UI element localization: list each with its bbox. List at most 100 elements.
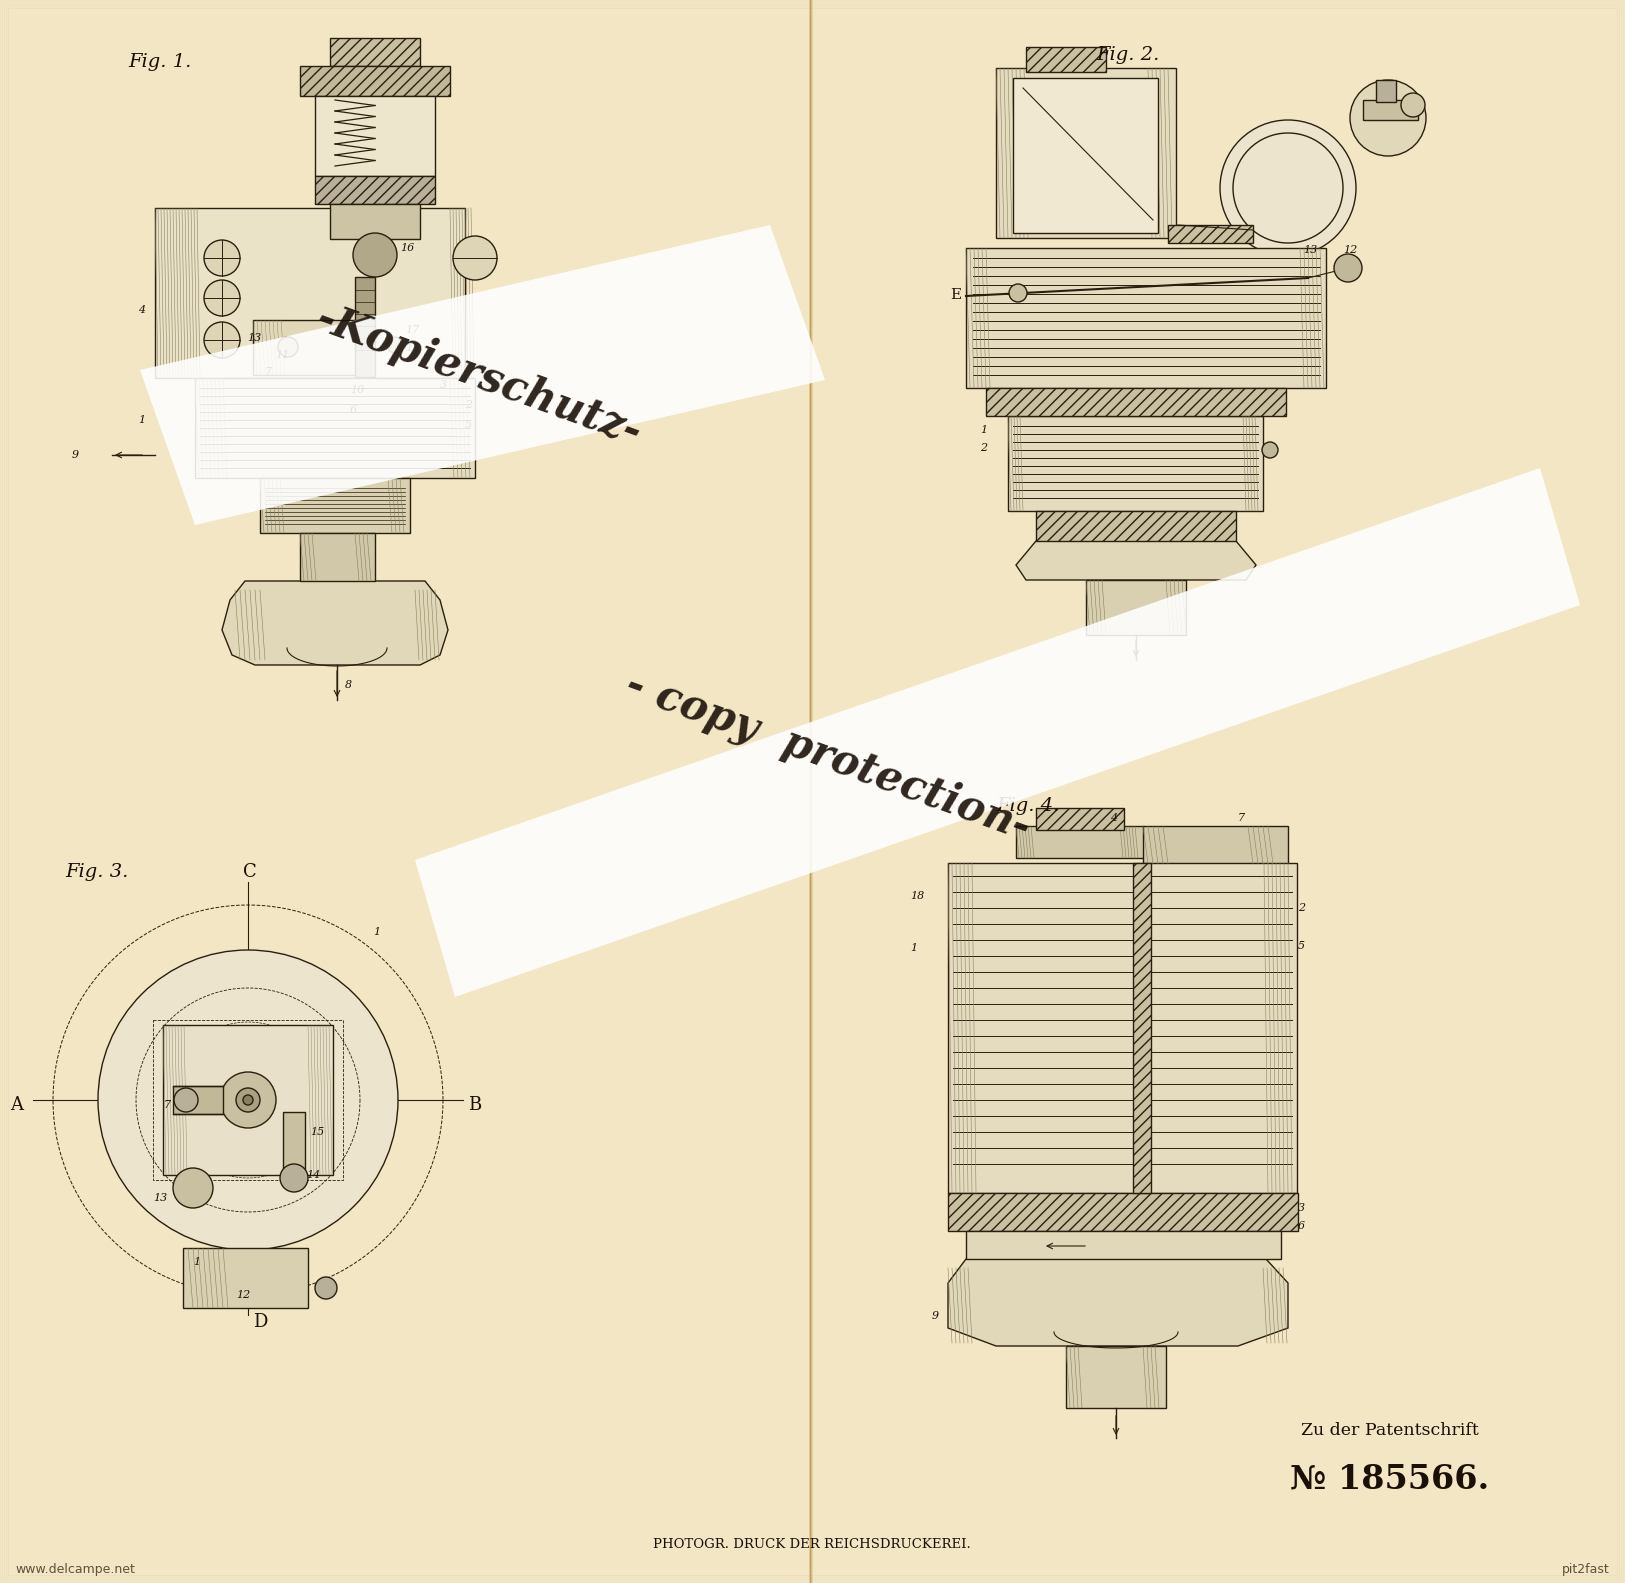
- Text: www.delcampe.net: www.delcampe.net: [15, 1562, 135, 1577]
- Text: 6: 6: [349, 405, 358, 415]
- Circle shape: [1350, 81, 1427, 157]
- Text: 5: 5: [465, 419, 473, 431]
- Circle shape: [1263, 442, 1277, 457]
- Text: 8: 8: [344, 681, 353, 690]
- Bar: [947, 1194, 1298, 1232]
- Circle shape: [1220, 120, 1355, 256]
- Circle shape: [315, 1277, 336, 1300]
- Circle shape: [205, 321, 240, 358]
- Text: 14: 14: [306, 1170, 320, 1179]
- Text: 5: 5: [1298, 940, 1305, 951]
- Text: E: E: [951, 288, 960, 302]
- Polygon shape: [947, 1258, 1289, 1346]
- Text: 2: 2: [980, 443, 986, 453]
- Bar: [947, 863, 1142, 1194]
- Circle shape: [353, 233, 396, 277]
- Bar: [315, 176, 436, 204]
- Bar: [162, 1026, 333, 1175]
- Text: -Kopierschutz-: -Kopierschutz-: [310, 298, 647, 454]
- Text: 1: 1: [138, 415, 145, 424]
- Text: 3: 3: [440, 380, 447, 389]
- Text: D: D: [254, 1312, 268, 1331]
- Circle shape: [205, 241, 240, 275]
- Text: B: B: [468, 1095, 481, 1114]
- Bar: [154, 207, 465, 378]
- Text: 2: 2: [1298, 902, 1305, 913]
- Text: 4: 4: [138, 306, 145, 315]
- Bar: [1133, 863, 1150, 1194]
- Bar: [1016, 826, 1144, 858]
- Text: 7: 7: [265, 367, 271, 377]
- Bar: [354, 277, 375, 377]
- Circle shape: [387, 337, 403, 353]
- Text: Fig. 4.: Fig. 4.: [996, 796, 1060, 815]
- Text: 1: 1: [910, 943, 916, 953]
- Text: 6: 6: [1298, 1220, 1305, 1232]
- Circle shape: [219, 1072, 276, 1129]
- Polygon shape: [1016, 541, 1256, 579]
- Circle shape: [174, 1088, 198, 1111]
- Text: 18: 18: [910, 891, 925, 901]
- Polygon shape: [223, 581, 449, 665]
- Circle shape: [1401, 93, 1425, 117]
- Bar: [301, 533, 375, 581]
- Bar: [301, 66, 450, 97]
- Text: C: C: [244, 863, 257, 882]
- Bar: [986, 388, 1285, 416]
- Bar: [172, 1086, 223, 1114]
- Circle shape: [1334, 253, 1362, 282]
- Text: pit2fast: pit2fast: [1562, 1562, 1610, 1577]
- Text: 9: 9: [933, 1311, 939, 1320]
- Bar: [184, 1247, 309, 1308]
- Bar: [1142, 863, 1297, 1194]
- Bar: [283, 1111, 306, 1170]
- Text: 11: 11: [275, 350, 289, 359]
- Text: 12: 12: [236, 1290, 250, 1300]
- Bar: [1363, 100, 1419, 120]
- Text: 7: 7: [164, 1100, 171, 1110]
- Text: 1: 1: [374, 928, 380, 937]
- Text: 16: 16: [400, 244, 414, 253]
- Bar: [1086, 579, 1186, 635]
- Bar: [1037, 807, 1124, 829]
- Polygon shape: [414, 469, 1580, 997]
- Text: 3: 3: [1298, 1203, 1305, 1213]
- Text: 7: 7: [1238, 814, 1245, 823]
- Bar: [1025, 47, 1107, 71]
- Text: Fig. 2.: Fig. 2.: [1095, 46, 1159, 63]
- Bar: [195, 378, 474, 478]
- Bar: [330, 204, 419, 239]
- Text: № 185566.: № 185566.: [1290, 1463, 1490, 1494]
- Text: 2: 2: [465, 400, 473, 410]
- Text: 12: 12: [1342, 245, 1357, 255]
- Text: PHOTOGR. DRUCK DER REICHSDRUCKEREI.: PHOTOGR. DRUCK DER REICHSDRUCKEREI.: [653, 1539, 970, 1551]
- Circle shape: [244, 1095, 254, 1105]
- Polygon shape: [140, 225, 826, 526]
- Circle shape: [172, 1168, 213, 1208]
- Text: 15: 15: [310, 1127, 325, 1137]
- Bar: [1008, 416, 1263, 511]
- Text: Fig. 3.: Fig. 3.: [65, 863, 128, 882]
- Text: 13: 13: [1303, 245, 1318, 255]
- Text: 1: 1: [980, 424, 986, 435]
- Bar: [1066, 1346, 1167, 1407]
- Bar: [996, 68, 1176, 237]
- Bar: [254, 320, 362, 375]
- Text: 10: 10: [349, 385, 364, 396]
- Circle shape: [1009, 283, 1027, 302]
- Bar: [1168, 225, 1253, 244]
- Text: 1: 1: [193, 1257, 200, 1266]
- Bar: [153, 1019, 343, 1179]
- Circle shape: [98, 950, 398, 1251]
- Bar: [1142, 826, 1289, 864]
- Text: 15: 15: [405, 344, 419, 353]
- Bar: [965, 1232, 1280, 1258]
- Bar: [260, 478, 410, 533]
- Circle shape: [236, 1088, 260, 1111]
- Circle shape: [205, 280, 240, 317]
- Bar: [315, 97, 436, 176]
- Bar: [330, 38, 419, 66]
- Bar: [1376, 81, 1396, 101]
- Text: 4: 4: [1110, 814, 1116, 823]
- Bar: [1012, 78, 1159, 233]
